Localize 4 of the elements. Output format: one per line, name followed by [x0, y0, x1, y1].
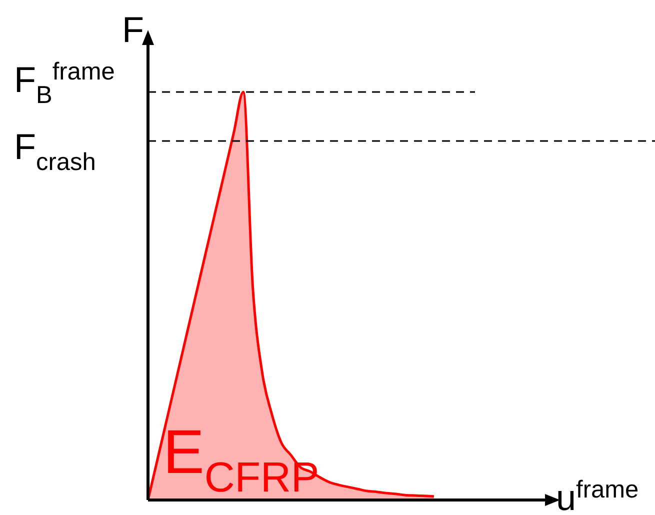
x-axis-title: u$^{frame}$	[556, 476, 639, 515]
y-axis-title: F	[122, 9, 144, 50]
ref-line-label: F$_{crash}$	[14, 126, 96, 176]
annotation: E$_{CFRP}$	[163, 418, 320, 501]
